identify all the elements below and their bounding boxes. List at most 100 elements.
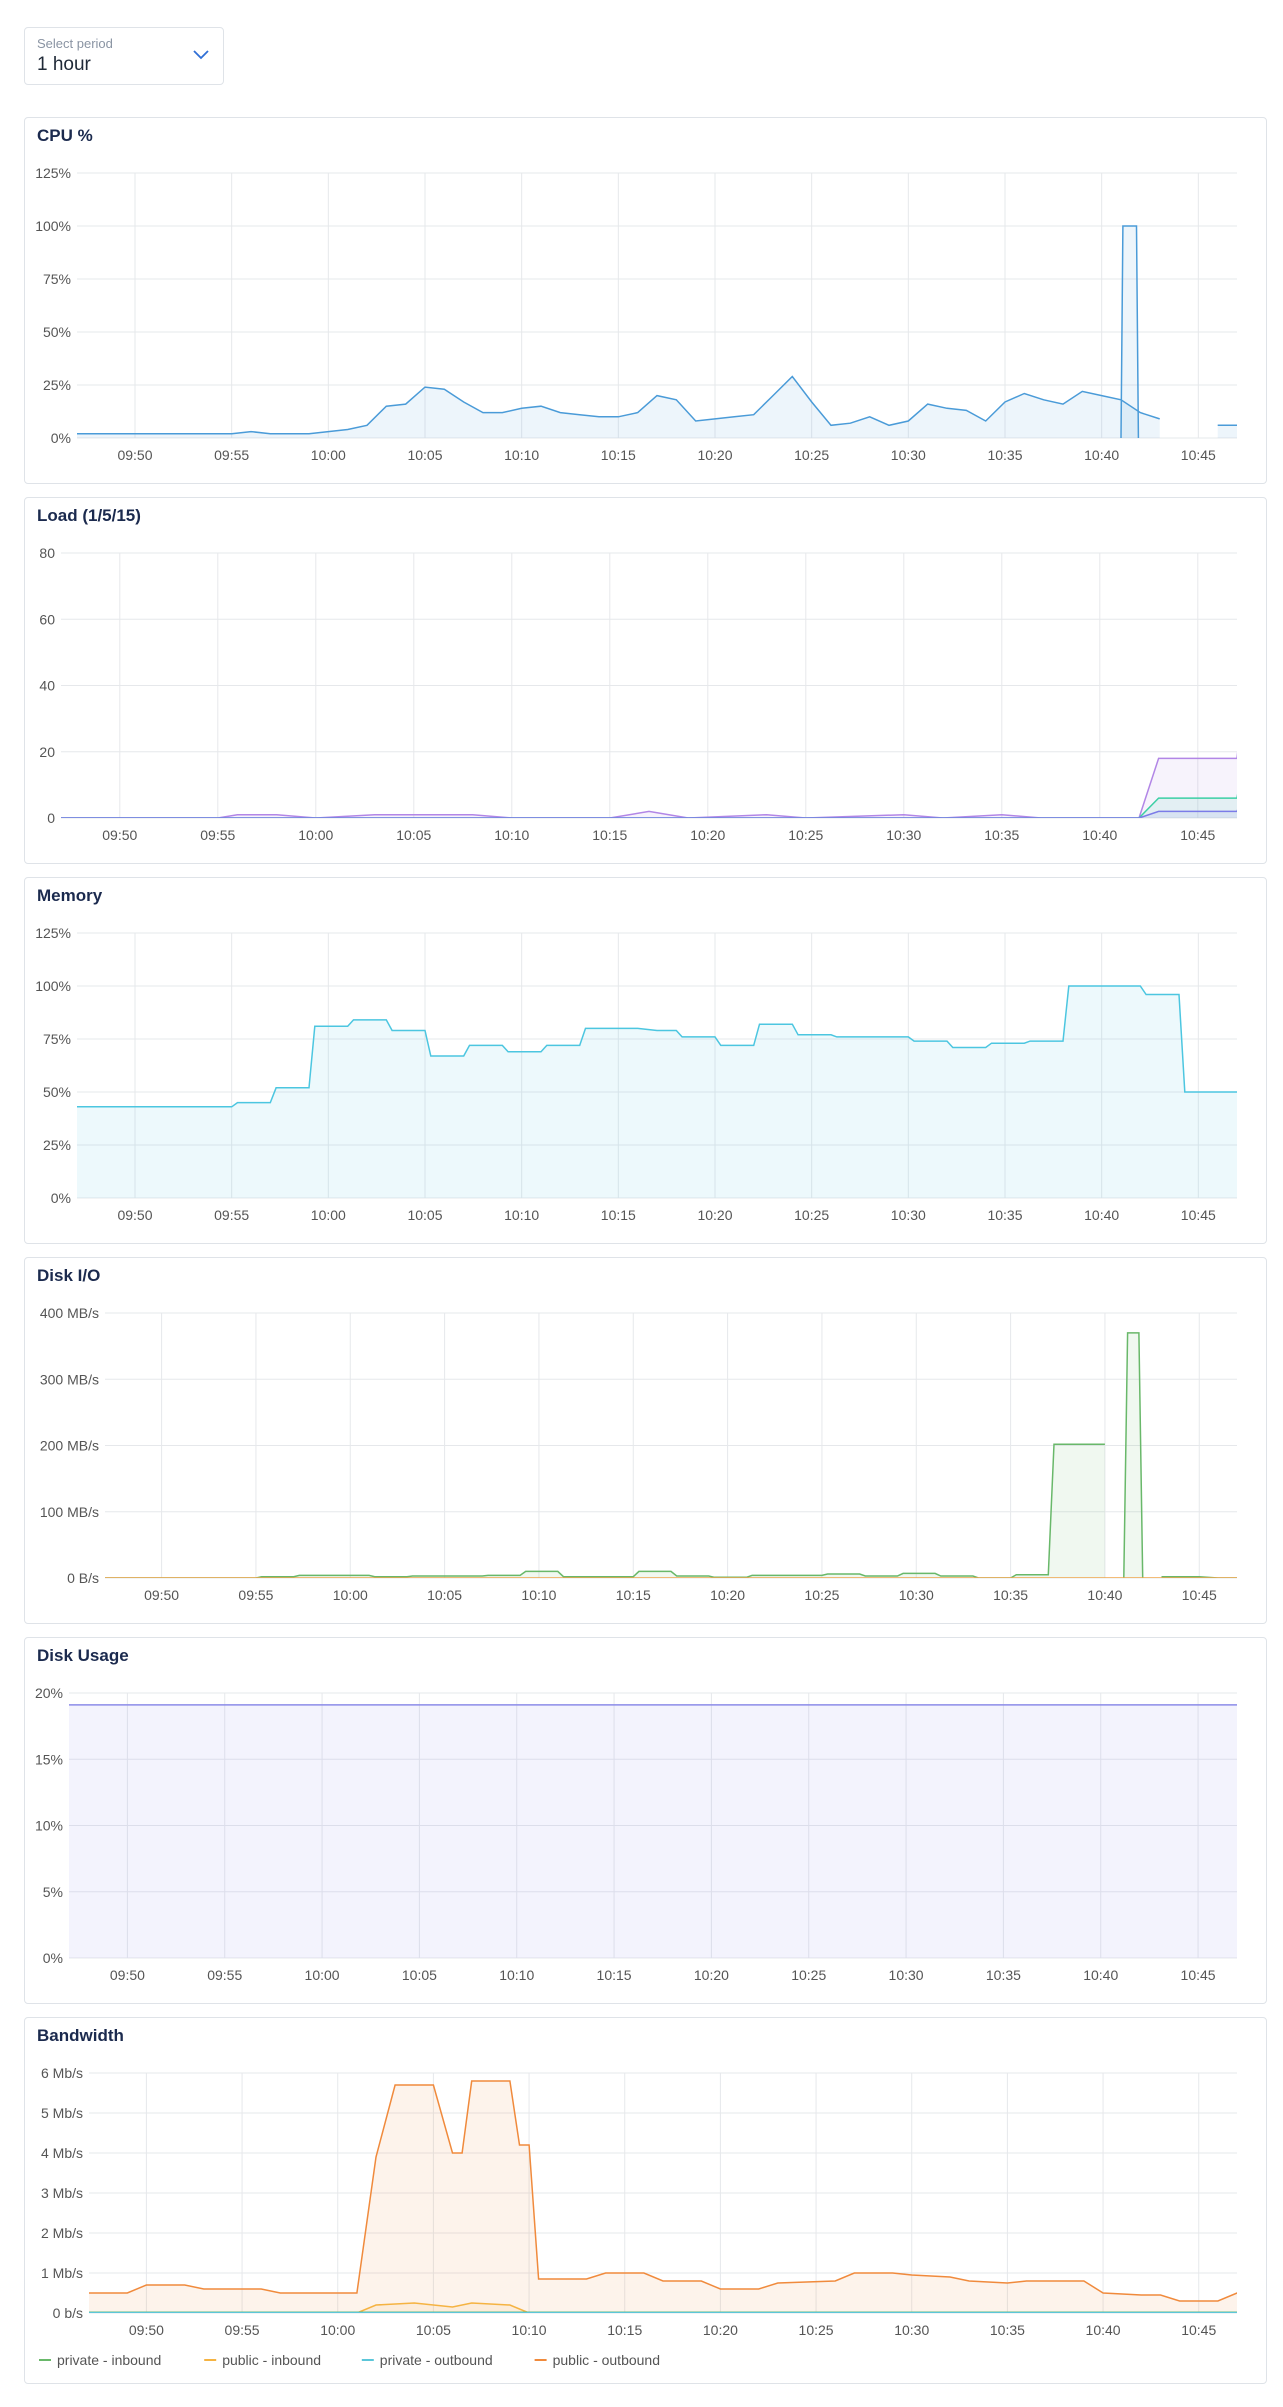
x-tick-label: 10:20 bbox=[697, 447, 732, 463]
x-tick-label: 10:35 bbox=[986, 1967, 1021, 1983]
x-tick-label: 10:40 bbox=[1082, 827, 1117, 843]
x-tick-label: 10:45 bbox=[1182, 1587, 1217, 1603]
series-area-disk_read bbox=[105, 1332, 1237, 1578]
y-tick-label: 25% bbox=[43, 377, 71, 393]
x-tick-label: 10:15 bbox=[601, 447, 636, 463]
x-tick-label: 09:50 bbox=[110, 1967, 145, 1983]
x-tick-label: 10:40 bbox=[1084, 1207, 1119, 1223]
x-tick-label: 10:30 bbox=[886, 827, 921, 843]
y-tick-label: 10% bbox=[35, 1818, 63, 1834]
load-chart: 0 20 40 60 80 09:50 09:55 10:00 10:05 10:10 10:15 1… bbox=[39, 545, 1237, 843]
x-tick-label: 10:00 bbox=[311, 1207, 346, 1223]
period-select[interactable]: Select period 1 hour bbox=[24, 27, 224, 85]
x-tick-label: 09:50 bbox=[117, 447, 152, 463]
disk-io-panel: Disk I/O 0 B/s 100 MB/s 200 MB/s 300 MB/s 40… bbox=[24, 1257, 1267, 1624]
series-line-bw_public_in bbox=[89, 2302, 1237, 2313]
series-area-bw_public_out bbox=[89, 2081, 1237, 2313]
x-tick-label: 10:05 bbox=[407, 447, 442, 463]
x-tick-label: 10:35 bbox=[987, 1207, 1022, 1223]
cpu-chart-title: CPU % bbox=[37, 126, 93, 145]
x-tick-label: 09:50 bbox=[102, 827, 137, 843]
chevron-down-icon bbox=[193, 50, 209, 60]
y-tick-label: 60 bbox=[39, 611, 55, 627]
y-tick-label: 0 b/s bbox=[53, 2305, 83, 2321]
period-select-value: 1 hour bbox=[37, 54, 91, 75]
legend-entry: private - inbound bbox=[57, 2352, 161, 2368]
x-tick-label: 10:05 bbox=[402, 1967, 437, 1983]
y-tick-label: 100% bbox=[35, 218, 71, 234]
x-tick-label: 09:50 bbox=[144, 1587, 179, 1603]
y-tick-label: 300 MB/s bbox=[40, 1371, 99, 1387]
series-area-memory bbox=[77, 986, 1237, 1198]
x-tick-label: 10:40 bbox=[1086, 2322, 1121, 2338]
disk-io-chart-title: Disk I/O bbox=[37, 1266, 101, 1285]
series-area-cpu bbox=[77, 376, 1237, 438]
y-tick-label: 50% bbox=[43, 1084, 71, 1100]
x-tick-label: 10:25 bbox=[804, 1587, 839, 1603]
x-tick-label: 09:55 bbox=[238, 1587, 273, 1603]
x-tick-label: 10:00 bbox=[320, 2322, 355, 2338]
x-tick-label: 10:15 bbox=[616, 1587, 651, 1603]
disk-usage-chart: 0% 5% 10% 15% 20% 09:50 09:55 10:00 10:05 10:10 10… bbox=[35, 1685, 1237, 1983]
x-tick-label: 09:50 bbox=[129, 2322, 164, 2338]
x-tick-label: 10:25 bbox=[791, 1967, 826, 1983]
series-area-load15 bbox=[61, 811, 1237, 818]
y-tick-label: 25% bbox=[43, 1137, 71, 1153]
cpu-panel: CPU % 0% 25% 50% 75% 100% 125% 09:50 09:55 10:00… bbox=[24, 117, 1267, 484]
y-tick-label: 75% bbox=[43, 271, 71, 287]
x-tick-label: 10:25 bbox=[788, 827, 823, 843]
y-tick-label: 20 bbox=[39, 744, 55, 760]
x-tick-label: 10:15 bbox=[597, 1967, 632, 1983]
x-tick-label: 09:55 bbox=[214, 1207, 249, 1223]
legend-entry: private - outbound bbox=[380, 2352, 493, 2368]
x-tick-label: 10:25 bbox=[794, 1207, 829, 1223]
x-tick-label: 10:10 bbox=[494, 827, 529, 843]
x-tick-label: 10:10 bbox=[521, 1587, 556, 1603]
x-tick-label: 10:40 bbox=[1083, 1967, 1118, 1983]
x-tick-label: 10:20 bbox=[703, 2322, 738, 2338]
load-chart-title: Load (1/5/15) bbox=[37, 506, 141, 525]
y-tick-label: 0 B/s bbox=[67, 1570, 99, 1586]
series-line-cpu bbox=[1120, 225, 1140, 438]
x-tick-label: 10:10 bbox=[499, 1967, 534, 1983]
y-tick-label: 125% bbox=[35, 925, 71, 941]
x-tick-label: 09:55 bbox=[214, 447, 249, 463]
x-tick-label: 10:35 bbox=[984, 827, 1019, 843]
disk-usage-chart-title: Disk Usage bbox=[37, 1646, 129, 1665]
y-tick-label: 20% bbox=[35, 1685, 63, 1701]
x-tick-label: 10:20 bbox=[690, 827, 725, 843]
x-tick-label: 10:45 bbox=[1180, 827, 1215, 843]
y-tick-label: 400 MB/s bbox=[40, 1305, 99, 1321]
memory-panel: Memory 0% 25% 50% 75% 100% 125% 09:50 09:55 10:0… bbox=[24, 877, 1267, 1244]
series-area-disk_usage bbox=[69, 1704, 1237, 1958]
memory-chart-title: Memory bbox=[37, 886, 103, 905]
x-tick-label: 10:30 bbox=[894, 2322, 929, 2338]
y-tick-label: 200 MB/s bbox=[40, 1438, 99, 1454]
x-tick-label: 10:10 bbox=[504, 1207, 539, 1223]
y-tick-label: 0 bbox=[47, 810, 55, 826]
x-tick-label: 09:55 bbox=[207, 1967, 242, 1983]
y-tick-label: 40 bbox=[39, 678, 55, 694]
x-tick-label: 10:35 bbox=[987, 447, 1022, 463]
x-tick-label: 10:00 bbox=[298, 827, 333, 843]
series-area-load1 bbox=[61, 758, 1237, 818]
x-tick-label: 10:45 bbox=[1181, 447, 1216, 463]
series-line-load15 bbox=[61, 809, 1237, 818]
series-line-memory bbox=[77, 985, 1237, 1108]
y-tick-label: 15% bbox=[35, 1751, 63, 1767]
x-tick-label: 10:20 bbox=[694, 1967, 729, 1983]
x-tick-label: 10:45 bbox=[1181, 2322, 1216, 2338]
x-tick-label: 10:20 bbox=[710, 1587, 745, 1603]
x-tick-label: 10:15 bbox=[601, 1207, 636, 1223]
x-tick-label: 10:35 bbox=[990, 2322, 1025, 2338]
y-tick-label: 5 Mb/s bbox=[41, 2105, 83, 2121]
series-area-cpu bbox=[1121, 226, 1139, 438]
x-tick-label: 10:45 bbox=[1181, 1967, 1216, 1983]
y-tick-label: 50% bbox=[43, 324, 71, 340]
x-tick-label: 10:40 bbox=[1087, 1587, 1122, 1603]
memory-chart: 0% 25% 50% 75% 100% 125% 09:50 09:55 10:00 10:05 1… bbox=[35, 925, 1237, 1223]
series-line-cpu bbox=[77, 375, 1237, 435]
legend-entry: public - inbound bbox=[222, 2352, 321, 2368]
x-tick-label: 10:05 bbox=[427, 1587, 462, 1603]
load-panel: Load (1/5/15) 0 20 40 60 80 09:50 09:55 10:00 10… bbox=[24, 497, 1267, 864]
